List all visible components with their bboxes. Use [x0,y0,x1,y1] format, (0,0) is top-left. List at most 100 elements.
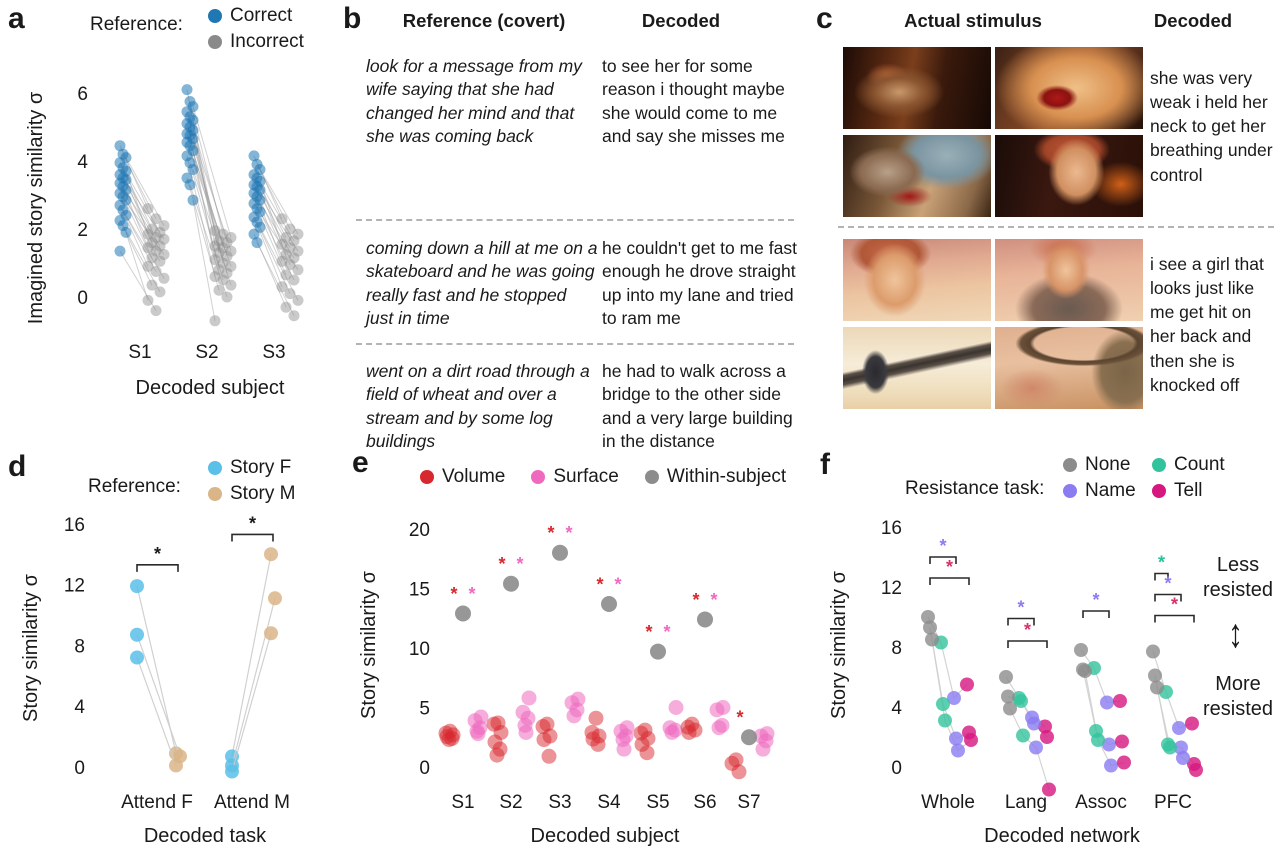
decoded-text-3: he had to walk across a bridge to the ot… [602,361,793,451]
data-point [999,670,1013,684]
legend-label-within-subject: Within-subject [666,466,787,487]
data-point [154,240,166,252]
connector-line [259,211,295,281]
data-point [541,748,557,764]
panel-d-label: d [8,450,27,483]
data-point [213,247,225,259]
x-tick-label: Assoc [1075,792,1127,813]
panel-f-label: f [820,448,830,481]
data-point [1163,740,1177,755]
connector-line [119,250,157,311]
data-point [1176,751,1190,765]
legend-item-story-f: Story F [208,455,295,481]
connector-line [256,164,291,230]
significance-star: * [663,622,670,642]
connector-line [189,135,216,260]
significance-star: * [596,574,603,594]
data-point [217,274,229,286]
data-point [284,223,296,235]
data-point [154,255,166,267]
data-point [731,764,747,780]
stimulus-frame-girl-face-sunset [843,239,991,321]
panel-a-legend: Correct Incorrect [208,3,304,55]
data-point [225,764,239,779]
data-point [280,232,292,243]
stimulus-frame-tavern-scene [843,47,991,129]
data-point [921,610,935,624]
data-point [169,758,183,773]
significance-star: * [468,584,475,604]
data-point [284,242,296,254]
data-point [1146,644,1160,659]
data-point [292,294,304,306]
significance-bracket [1007,617,1035,626]
connector-line [125,232,149,301]
decoded-text-2: he couldn't get to me fast enough he dro… [602,238,797,328]
legend-dot-volume [420,470,434,484]
data-point [960,677,974,692]
significance-star: * [516,554,523,574]
data-point [1016,728,1030,743]
within-subject-point [503,575,519,592]
data-point [288,310,300,322]
decoded-text-1: to see her for some reason i thought may… [602,56,785,146]
data-point [1038,719,1052,734]
within-subject-point [455,605,471,622]
data-point [146,223,158,235]
stimulus-frame-figure-on-cable [843,327,991,409]
data-point [288,252,300,264]
data-point [949,731,963,746]
panel-b-col1-header: Reference (covert) [402,10,566,31]
data-point [709,702,725,718]
data-point [142,294,154,306]
connector-line [256,242,295,316]
data-point [120,226,132,238]
data-point [441,732,457,748]
data-point [248,228,260,240]
panel-e-label: e [352,446,369,479]
divider [356,343,794,345]
data-point [518,724,534,740]
significance-star: * [498,554,505,574]
legend-label-name: Name [1085,480,1136,501]
data-point [276,255,288,267]
legend-item-surface: Surface [531,464,619,490]
x-tick-label: S7 [737,792,760,813]
data-point [276,213,288,225]
connector-line [122,196,153,259]
y-tick-label: 12 [881,578,902,599]
connector-line [136,634,181,757]
data-point [221,237,233,249]
data-point [1115,734,1129,749]
data-point [1117,755,1131,770]
x-tick-label: S3 [548,792,571,813]
y-tick-label: 16 [881,518,902,539]
y-tick-label: 5 [419,699,430,720]
legend-label-surface: Surface [553,466,619,487]
connector-line [256,221,291,294]
data-point [276,281,288,293]
data-point [964,733,978,747]
data-point [951,743,965,758]
data-point [217,257,229,269]
data-point [925,632,939,647]
data-point [938,713,952,728]
legend-dot-story-f [208,461,222,475]
x-axis-title: Decoded task [144,825,267,847]
legend-label-story-f: Story F [230,457,292,478]
data-point [711,720,727,736]
data-point [1189,763,1203,777]
legend-item-story-m: Story M [208,481,295,507]
panel-b-col2-header: Decoded [641,10,721,31]
legend-item-correct: Correct [208,3,304,29]
data-point [280,269,292,281]
data-point [130,650,144,665]
data-point [158,220,170,232]
y-tick-label: 6 [77,84,88,105]
data-point [213,264,225,276]
connector-line [192,169,232,286]
panel-a-label: a [8,2,25,35]
data-point [221,291,233,303]
legend-label-incorrect: Incorrect [230,31,304,52]
